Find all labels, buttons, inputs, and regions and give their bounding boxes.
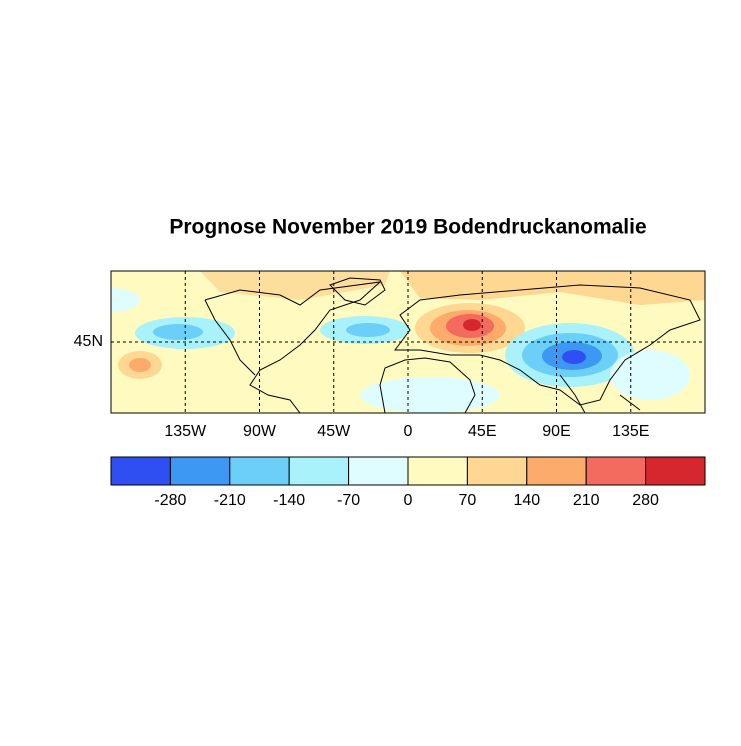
map bbox=[111, 271, 705, 413]
colorbar-box bbox=[169, 456, 231, 486]
colorbar: -280 -210 -140 -70 0 70 140 210 280 bbox=[110, 456, 706, 509]
colorbar-box bbox=[645, 456, 706, 486]
y-tick-label: 45N bbox=[74, 333, 103, 350]
colorbar-box bbox=[229, 456, 290, 486]
map-frame bbox=[110, 270, 706, 414]
chart-title: Prognose November 2019 Bodendruckanomali… bbox=[169, 216, 646, 239]
x-tick-label: 135E bbox=[612, 423, 649, 440]
x-tick-label: 0 bbox=[404, 423, 413, 440]
colorbar-label: 140 bbox=[513, 492, 540, 509]
colorbar-label: 70 bbox=[459, 492, 477, 509]
colorbar-box bbox=[288, 456, 350, 486]
colorbar-box bbox=[348, 456, 409, 486]
x-tick-label: 90E bbox=[542, 423, 570, 440]
colorbar-label: -70 bbox=[337, 492, 360, 509]
colorbar-box bbox=[526, 456, 587, 486]
x-tick-label: 90W bbox=[243, 423, 277, 440]
colorbar-label: -210 bbox=[214, 492, 246, 509]
x-tick-label: 45E bbox=[468, 423, 496, 440]
colorbar-label: -140 bbox=[273, 492, 305, 509]
colorbar-box bbox=[585, 456, 647, 486]
coastlines bbox=[204, 277, 701, 413]
colorbar-label: -280 bbox=[154, 492, 186, 509]
colorbar-box bbox=[110, 456, 171, 486]
colorbar-box bbox=[466, 456, 528, 486]
colorbar-box bbox=[407, 456, 468, 486]
x-tick-label: 45W bbox=[317, 423, 351, 440]
colorbar-label: 210 bbox=[573, 492, 600, 509]
colorbar-label: 280 bbox=[632, 492, 659, 509]
x-tick-label: 135W bbox=[164, 423, 207, 440]
colorbar-label: 0 bbox=[404, 492, 413, 509]
